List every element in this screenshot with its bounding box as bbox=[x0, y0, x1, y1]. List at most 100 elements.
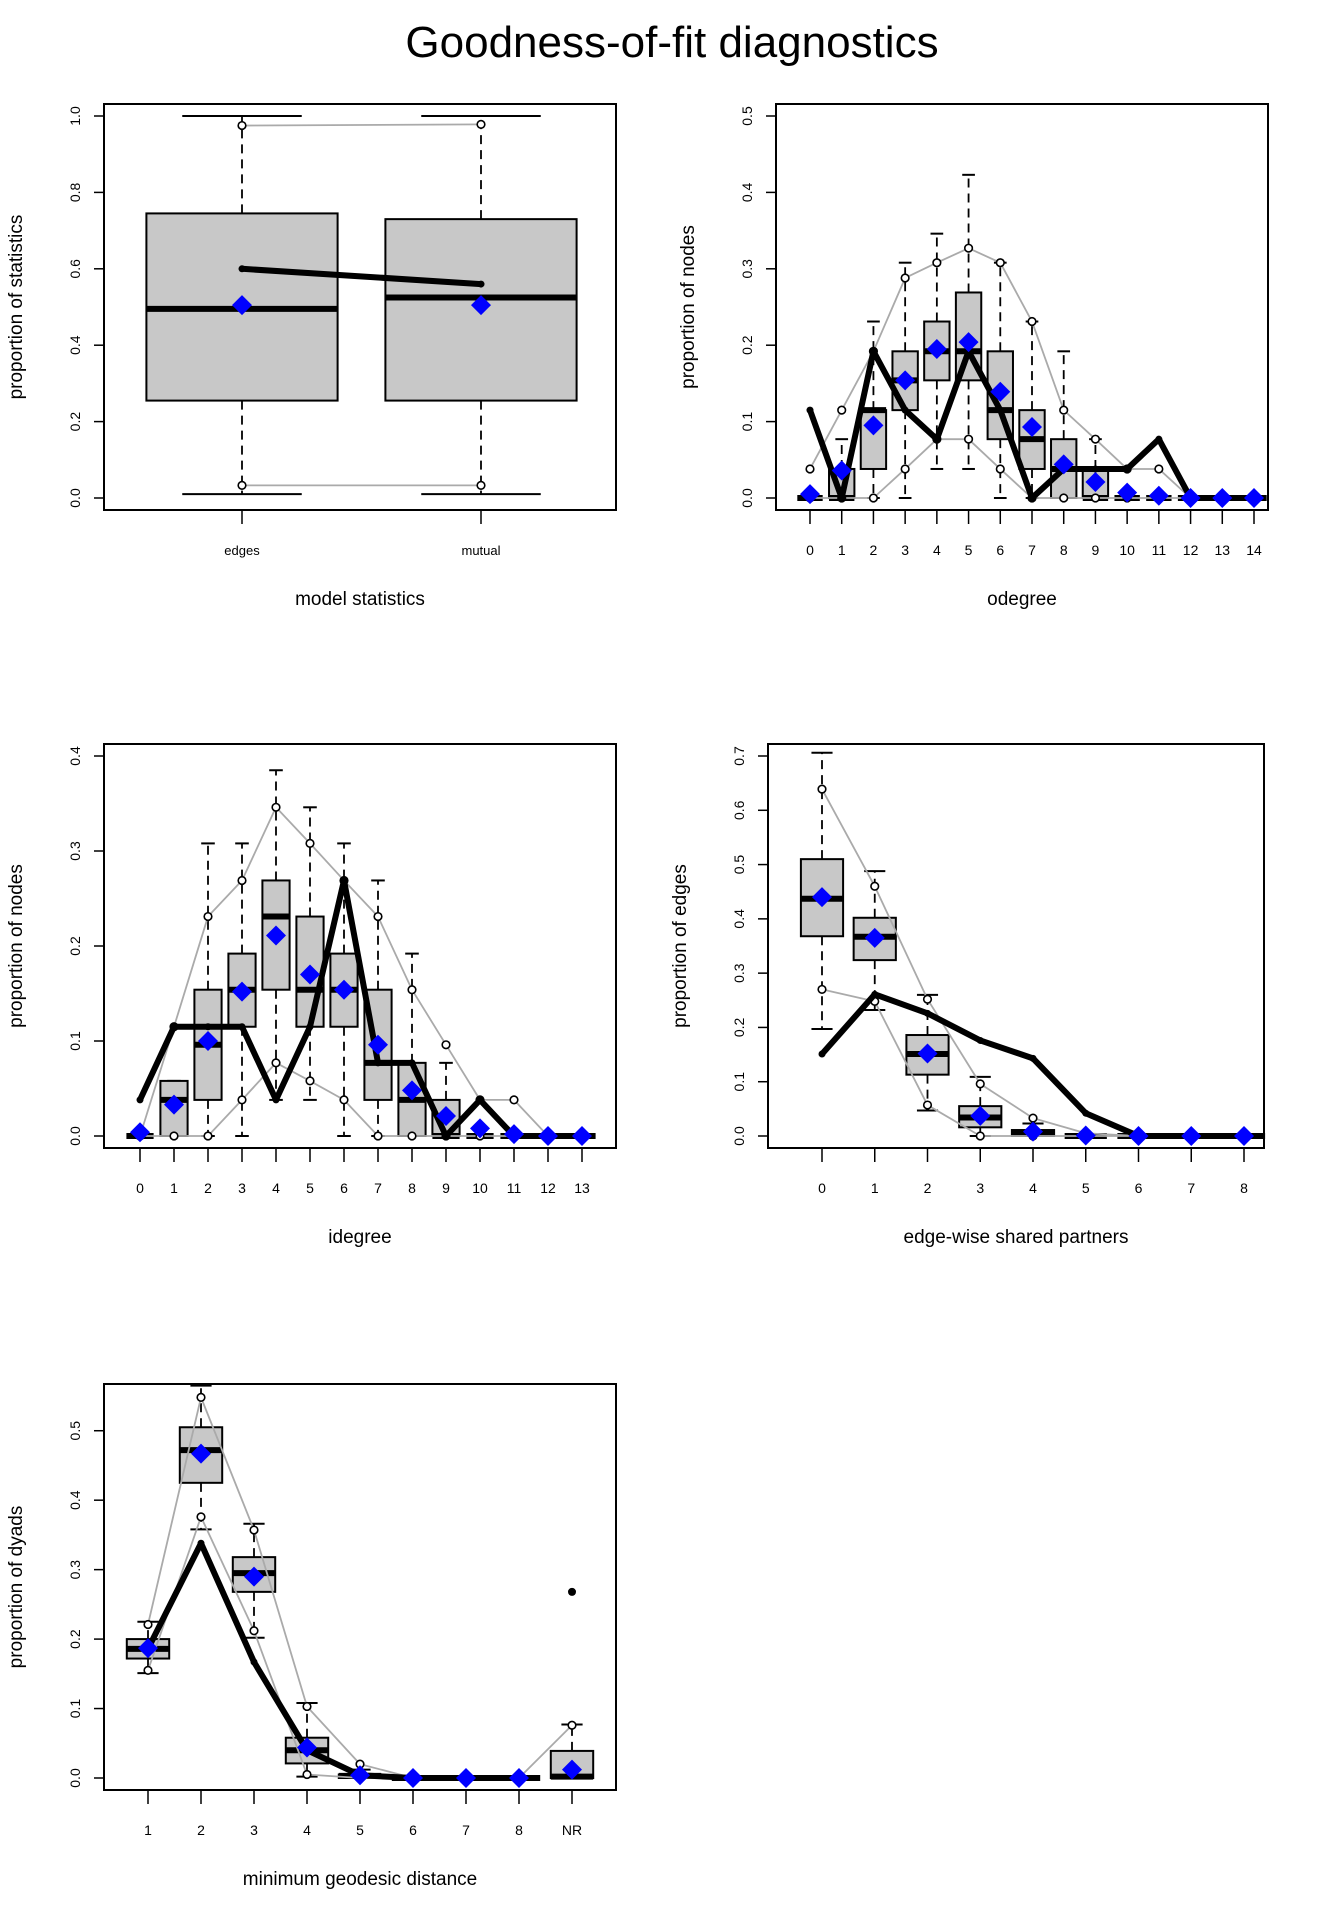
sim-lower-point bbox=[196, 1512, 206, 1522]
x-tick-label: 4 bbox=[303, 1822, 311, 1838]
y-tick-label: 0.2 bbox=[739, 335, 755, 355]
sim-upper-point bbox=[302, 1701, 312, 1712]
x-tick-label: 5 bbox=[356, 1822, 364, 1838]
sim-lower-point bbox=[237, 480, 247, 490]
x-axis-label: edge-wise shared partners bbox=[904, 1227, 1129, 1248]
x-tick-label: 8 bbox=[1060, 542, 1068, 558]
y-tick-label: 0.1 bbox=[731, 1072, 747, 1092]
sim-upper-point bbox=[837, 405, 847, 415]
sim-mean-marker bbox=[1053, 454, 1074, 475]
y-tick-label: 0.8 bbox=[67, 182, 83, 202]
sim-lower-point bbox=[1059, 493, 1069, 503]
x-tick-label: 6 bbox=[409, 1822, 417, 1838]
sim-mean-marker bbox=[1181, 1126, 1202, 1146]
sim-mean-marker bbox=[509, 1768, 529, 1788]
sim-lower-point bbox=[900, 464, 910, 474]
sim-mean-marker bbox=[895, 370, 916, 391]
sim-mean-marker bbox=[1022, 416, 1042, 437]
observed-point bbox=[924, 1009, 931, 1017]
sim-upper-point bbox=[963, 243, 974, 253]
y-tick-label: 0.0 bbox=[67, 1768, 83, 1788]
sim-mean-marker bbox=[403, 1768, 423, 1788]
y-axis-label: proportion of edges bbox=[670, 864, 691, 1028]
sim-mean-marker bbox=[1244, 488, 1264, 508]
plot-frame bbox=[775, 103, 1269, 511]
x-tick-label: 10 bbox=[1119, 542, 1135, 558]
y-axis-label: proportion of nodes bbox=[6, 864, 27, 1028]
sim-upper-point bbox=[441, 1040, 451, 1050]
x-tick-label: 1 bbox=[170, 1180, 178, 1196]
observed-point bbox=[136, 1096, 144, 1104]
observed-point bbox=[1091, 465, 1099, 473]
sim-upper-point bbox=[1154, 464, 1164, 474]
sim-mean-marker bbox=[297, 1737, 317, 1758]
sim-lower-point bbox=[868, 493, 879, 503]
sim-mean-marker bbox=[456, 1768, 476, 1788]
plot-frame bbox=[103, 103, 617, 511]
sim-mean-marker bbox=[1085, 471, 1106, 492]
sim-upper-line bbox=[821, 788, 1244, 1137]
observed-point bbox=[238, 1023, 246, 1031]
sim-lower-point bbox=[922, 1100, 933, 1110]
sim-upper-point bbox=[249, 1525, 259, 1535]
sim-mean-marker bbox=[863, 415, 884, 436]
y-tick-label: 0.1 bbox=[739, 412, 755, 432]
x-tick-label: 11 bbox=[507, 1180, 522, 1196]
sim-mean-marker bbox=[572, 1126, 592, 1146]
sim-lower-point bbox=[817, 984, 827, 995]
sim-upper-point bbox=[476, 119, 486, 130]
sim-mean-marker bbox=[917, 1043, 938, 1064]
x-tick-label: 1 bbox=[144, 1822, 152, 1838]
x-tick-label: 4 bbox=[1029, 1180, 1037, 1196]
y-tick-label: 0.0 bbox=[731, 1126, 747, 1146]
sim-mean-marker bbox=[138, 1638, 158, 1659]
sim-mean-marker bbox=[562, 1759, 582, 1780]
x-axis-label: idegree bbox=[328, 1227, 391, 1248]
sim-lower-point bbox=[975, 1131, 985, 1141]
x-tick-label: 2 bbox=[204, 1180, 212, 1196]
boxplot-5 bbox=[295, 806, 325, 1101]
y-tick-label: 0.7 bbox=[731, 746, 747, 766]
observed-point bbox=[996, 406, 1004, 414]
sim-upper-point bbox=[922, 994, 933, 1004]
x-tick-label: 4 bbox=[272, 1180, 280, 1196]
outlier-point bbox=[568, 1587, 576, 1596]
x-tick-label: 2 bbox=[197, 1822, 205, 1838]
y-tick-label: 0.5 bbox=[731, 855, 747, 875]
x-tick-label: 4 bbox=[933, 542, 941, 558]
x-tick-label: 2 bbox=[924, 1180, 932, 1196]
y-tick-label: 0.0 bbox=[67, 488, 83, 508]
sim-mean-marker bbox=[300, 964, 320, 985]
x-tick-label: NR bbox=[562, 1822, 582, 1838]
sim-lower-point bbox=[476, 480, 486, 490]
y-tick-label: 0.2 bbox=[731, 1017, 747, 1037]
y-tick-label: 0.4 bbox=[67, 335, 83, 355]
sim-mean-marker bbox=[800, 484, 820, 505]
sim-mean-marker bbox=[864, 927, 885, 948]
sim-mean-marker bbox=[368, 1034, 388, 1055]
observed-point bbox=[871, 990, 879, 998]
sim-upper-point bbox=[373, 911, 383, 922]
y-tick-label: 0.4 bbox=[731, 909, 747, 929]
x-tick-label: 1 bbox=[871, 1180, 879, 1196]
x-tick-label: 9 bbox=[1092, 542, 1100, 558]
x-tick-label: 3 bbox=[901, 542, 909, 558]
x-tick-label: 0 bbox=[806, 542, 814, 558]
sim-lower-point bbox=[203, 1131, 213, 1141]
x-tick-label: 7 bbox=[1028, 542, 1036, 558]
observed-point bbox=[272, 1096, 280, 1104]
sim-upper-line bbox=[241, 123, 482, 127]
sim-mean-marker bbox=[926, 339, 947, 360]
x-tick-label: 8 bbox=[515, 1822, 523, 1838]
sim-mean-marker bbox=[1148, 485, 1169, 506]
y-tick-label: 0.4 bbox=[739, 182, 755, 202]
x-tick-label: 9 bbox=[442, 1180, 450, 1196]
observed-point bbox=[1029, 1054, 1037, 1062]
x-tick-label: mutual bbox=[461, 543, 500, 558]
x-tick-label: 7 bbox=[374, 1180, 382, 1196]
sim-upper-point bbox=[237, 875, 247, 886]
sim-upper-line bbox=[139, 806, 582, 1137]
y-tick-label: 0.2 bbox=[67, 1629, 83, 1649]
sim-upper-point bbox=[305, 838, 315, 849]
